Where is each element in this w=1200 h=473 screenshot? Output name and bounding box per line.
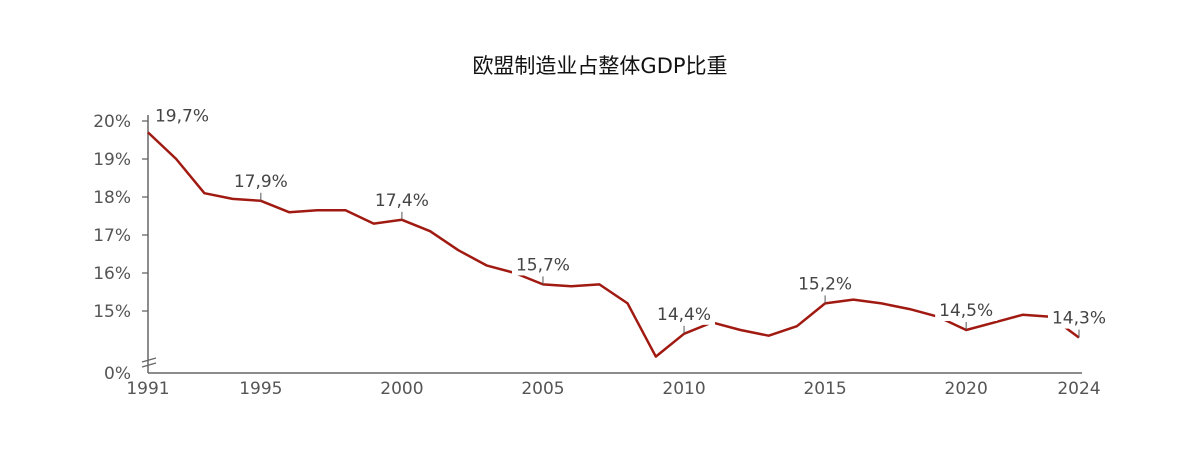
data-label-background	[511, 253, 574, 276]
x-tick-label: 2000	[380, 379, 423, 399]
x-tick-label: 1995	[239, 379, 282, 399]
x-tick-label: 2024	[1057, 379, 1100, 399]
y-tick-label: 18%	[93, 188, 131, 208]
y-tick-label: 20%	[93, 112, 131, 132]
data-label: 14,5%	[939, 301, 993, 321]
data-label: 15,7%	[516, 255, 570, 275]
data-label: 15,2%	[798, 274, 852, 294]
y-tick-label: 0%	[104, 364, 131, 384]
chart-title: 欧盟制造业占整体GDP比重	[472, 54, 728, 78]
x-tick-label: 2015	[803, 379, 846, 399]
data-label-background	[794, 272, 857, 295]
x-tick-label: 2020	[945, 379, 988, 399]
data-label-background	[151, 104, 213, 127]
data-label-background	[653, 302, 716, 325]
x-tick-label: 2005	[521, 379, 564, 399]
y-tick-label: 15%	[93, 302, 131, 322]
data-label: 14,3%	[1052, 309, 1106, 329]
data-label-background	[935, 299, 998, 321]
y-tick-label: 16%	[93, 264, 131, 284]
axis-break-mark	[141, 357, 157, 363]
data-label: 14,4%	[657, 305, 711, 325]
data-label: 19,7%	[155, 106, 209, 126]
data-series-line	[147, 131, 1080, 358]
axis-break-mark	[141, 362, 157, 368]
y-tick-label: 19%	[93, 150, 131, 170]
data-label: 17,9%	[234, 172, 288, 192]
x-tick-label: 2010	[662, 379, 705, 399]
data-label: 17,4%	[375, 191, 429, 211]
data-label-background	[229, 169, 292, 192]
y-tick-label: 17%	[93, 226, 131, 246]
x-tick-label: 1991	[126, 379, 169, 399]
data-label-background	[370, 188, 433, 211]
data-label-background	[1048, 306, 1110, 329]
